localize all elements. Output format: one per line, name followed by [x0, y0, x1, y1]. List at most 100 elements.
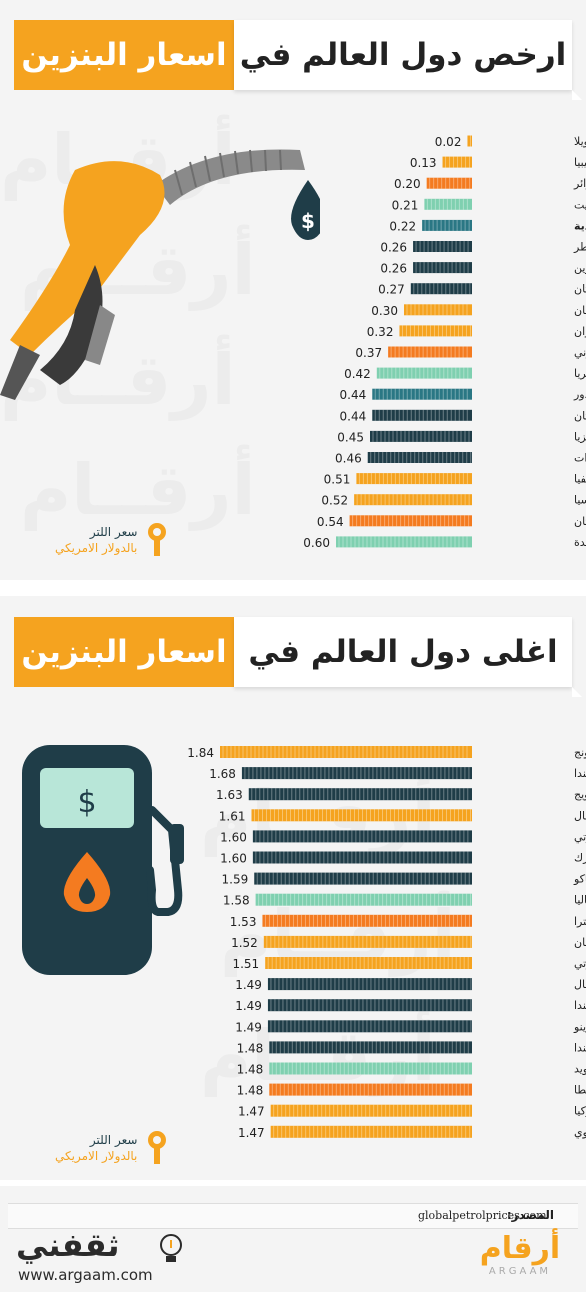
category-label: تركمانستان: [574, 283, 586, 296]
bar-stripes: [244, 767, 470, 780]
bar: [269, 1041, 472, 1054]
bar: [413, 241, 472, 252]
category-label: الولايات المتحدة: [574, 536, 586, 549]
bar: [422, 219, 472, 231]
bar-group: 1.59 موناكو: [222, 872, 586, 887]
key-icon: [148, 523, 167, 556]
key-icon: [148, 1131, 167, 1164]
value-label: 0.26: [380, 262, 407, 276]
bar-group: 1.52 اليونان: [231, 935, 586, 950]
category-label: اليونان: [574, 936, 586, 949]
bar-group: 0.02 فنزويلا: [435, 135, 586, 149]
bar-group: 0.13 ليبيا: [410, 156, 586, 170]
bar-group: 1.53 انجلترا: [230, 914, 586, 929]
priciest-bar-chart: 1.84 هونج كونج 1.68 هولندا 1.63 النرويج 1.61 ال…: [187, 746, 586, 1140]
bar-group: 1.58 ايطاليا: [223, 893, 586, 908]
category-label: الجزائر: [573, 177, 586, 190]
bar-stripes: [445, 156, 471, 168]
bar-stripes: [254, 809, 471, 822]
cheapest-title-banner: اسعار البنزين ارخص دول العالم في: [0, 20, 586, 100]
bar-stripes: [273, 1104, 471, 1117]
value-label: 1.52: [231, 936, 258, 950]
bar-group: 1.48 السويد: [237, 1062, 586, 1077]
bar: [354, 494, 472, 506]
value-label: 1.48: [237, 1041, 264, 1055]
bar-group: 0.52 روسيا: [321, 494, 586, 508]
bar-stripes: [255, 851, 469, 864]
bar: [270, 1104, 472, 1117]
bar-stripes: [415, 262, 469, 274]
source-line: المصدر: globalpetrolprices.com: [8, 1203, 578, 1229]
category-label: البحرين: [574, 262, 586, 275]
bar-stripes: [264, 914, 470, 927]
value-label: 0.42: [344, 367, 371, 381]
bar: [269, 1062, 472, 1075]
category-label: انجلترا: [574, 915, 586, 928]
bar: [255, 893, 472, 906]
category-label: مالطا: [574, 1084, 586, 1097]
category-label: فنلندا: [574, 1041, 586, 1054]
argaam-logo: أرقام ARGAAM: [460, 1232, 580, 1278]
bar-group: 0.22 السعودية: [389, 219, 586, 233]
value-label: 1.60: [220, 830, 247, 844]
nozzle-body-icon: [10, 161, 165, 355]
bar-stripes: [271, 1062, 469, 1075]
value-label: 1.53: [230, 915, 257, 929]
category-label: ايسلندا: [574, 999, 586, 1012]
value-label: 0.20: [394, 177, 421, 191]
bar: [262, 914, 472, 927]
bar-stripes: [271, 1041, 469, 1054]
bar: [376, 367, 472, 379]
pump-hose-icon: [146, 806, 183, 916]
key-line1: سعر اللتر: [89, 1133, 138, 1147]
category-label: ايطاليا: [574, 894, 586, 907]
banner-subject: اسعار البنزين: [14, 617, 234, 687]
bar: [404, 304, 472, 316]
bar-stripes: [255, 830, 469, 843]
category-label: سان مارينو: [573, 1020, 586, 1033]
bar-stripes: [271, 1083, 469, 1096]
bar-stripes: [270, 999, 472, 1012]
bar: [399, 325, 472, 337]
bar-stripes: [251, 788, 469, 801]
bar-stripes: [270, 978, 472, 991]
dollar-sign-icon: $: [77, 785, 96, 820]
value-label: 1.84: [187, 746, 214, 760]
bar-stripes: [273, 1125, 471, 1138]
value-label: 0.13: [410, 156, 437, 170]
bar-stripes: [374, 388, 468, 400]
bar-stripes: [358, 473, 468, 485]
bar-group: 1.49 البرتغال: [235, 978, 586, 992]
bar-stripes: [401, 325, 471, 337]
bar: [254, 872, 472, 885]
bar-group: 0.60 الولايات المتحدة: [303, 536, 586, 550]
bar: [251, 809, 472, 822]
category-label: بوليفيا: [574, 473, 586, 486]
value-label: 0.52: [321, 494, 348, 508]
nozzle-trigger-icon: [85, 305, 115, 365]
bar: [267, 978, 472, 991]
bar-stripes: [372, 430, 470, 442]
category-label: ماليزيا: [574, 430, 586, 443]
bar-stripes: [379, 367, 469, 379]
value-label: 1.49: [235, 1020, 262, 1034]
bar-stripes: [424, 219, 470, 231]
bar-stripes: [258, 893, 472, 906]
value-label: 0.27: [378, 283, 405, 297]
source-url: globalpetrolprices.com: [418, 1209, 547, 1222]
category-label: كازاخستان: [574, 409, 586, 422]
bar: [372, 409, 472, 421]
bar-group: 0.44 كازاخستان: [340, 409, 586, 423]
bar-group: 0.20 الجزائر: [394, 177, 586, 191]
pump-screen-icon: [40, 768, 134, 828]
bar: [410, 283, 472, 295]
bar-group: 1.49 سان مارينو: [235, 1020, 586, 1034]
category-label: هولندا: [574, 767, 586, 780]
category-label: إيران: [574, 325, 586, 338]
key-line2: بالدولار الامريكي: [55, 1149, 138, 1163]
key-line2: بالدولار الامريكي: [55, 541, 138, 555]
bar-stripes: [352, 515, 470, 527]
bar-group: 1.51 مايوتي: [232, 957, 586, 971]
dollar-sign-icon: $: [301, 209, 315, 233]
bar: [349, 515, 472, 527]
